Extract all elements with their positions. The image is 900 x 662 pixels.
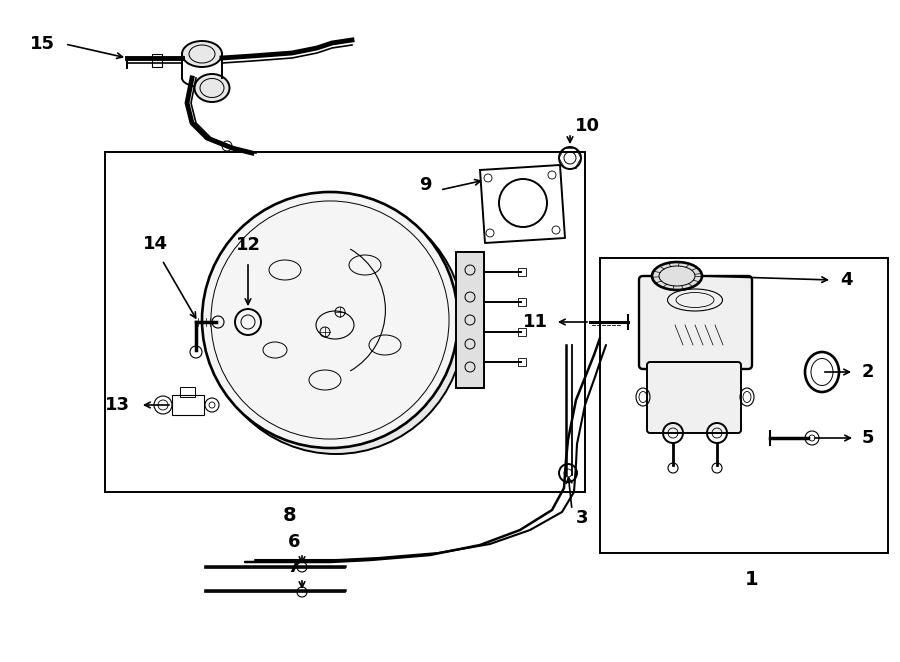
Bar	[152, 54, 162, 67]
Ellipse shape	[202, 192, 458, 448]
Text: 2: 2	[862, 363, 875, 381]
Bar	[172, 395, 204, 415]
Text: 10: 10	[575, 117, 600, 135]
Text: 8: 8	[284, 506, 297, 525]
Text: 4: 4	[840, 271, 852, 289]
Text: 1: 1	[745, 570, 759, 589]
Text: 7: 7	[288, 558, 301, 576]
FancyBboxPatch shape	[639, 276, 752, 369]
Text: 13: 13	[105, 396, 130, 414]
Ellipse shape	[194, 74, 230, 102]
Bar	[518, 298, 526, 306]
Bar	[518, 358, 526, 366]
Text: 15: 15	[30, 35, 55, 53]
Bar	[600, 258, 888, 553]
Text: 3: 3	[576, 509, 589, 527]
Text: 11: 11	[523, 313, 548, 331]
Ellipse shape	[182, 41, 222, 67]
Text: 5: 5	[862, 429, 875, 447]
Bar	[105, 152, 585, 492]
Text: 6: 6	[288, 533, 301, 551]
Bar	[180, 387, 195, 397]
Ellipse shape	[208, 198, 464, 454]
Bar	[456, 252, 484, 388]
Text: 12: 12	[236, 236, 260, 254]
Ellipse shape	[652, 262, 702, 290]
Text: 9: 9	[419, 176, 432, 194]
FancyBboxPatch shape	[647, 362, 741, 433]
Text: 14: 14	[142, 235, 167, 253]
Bar	[518, 328, 526, 336]
Bar	[518, 268, 526, 276]
